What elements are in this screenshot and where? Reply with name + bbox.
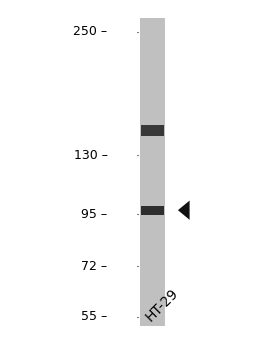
Text: 72 –: 72 – (81, 260, 108, 273)
Text: 55 –: 55 – (81, 311, 108, 324)
Bar (141, 125, 164, 136)
Text: 130 –: 130 – (73, 148, 108, 161)
Text: HT-29: HT-29 (142, 286, 181, 324)
Text: 250 –: 250 – (73, 25, 108, 38)
Bar (141, 206, 164, 215)
Text: 95 –: 95 – (81, 208, 108, 220)
Bar (140, 18, 165, 326)
Polygon shape (178, 201, 190, 220)
